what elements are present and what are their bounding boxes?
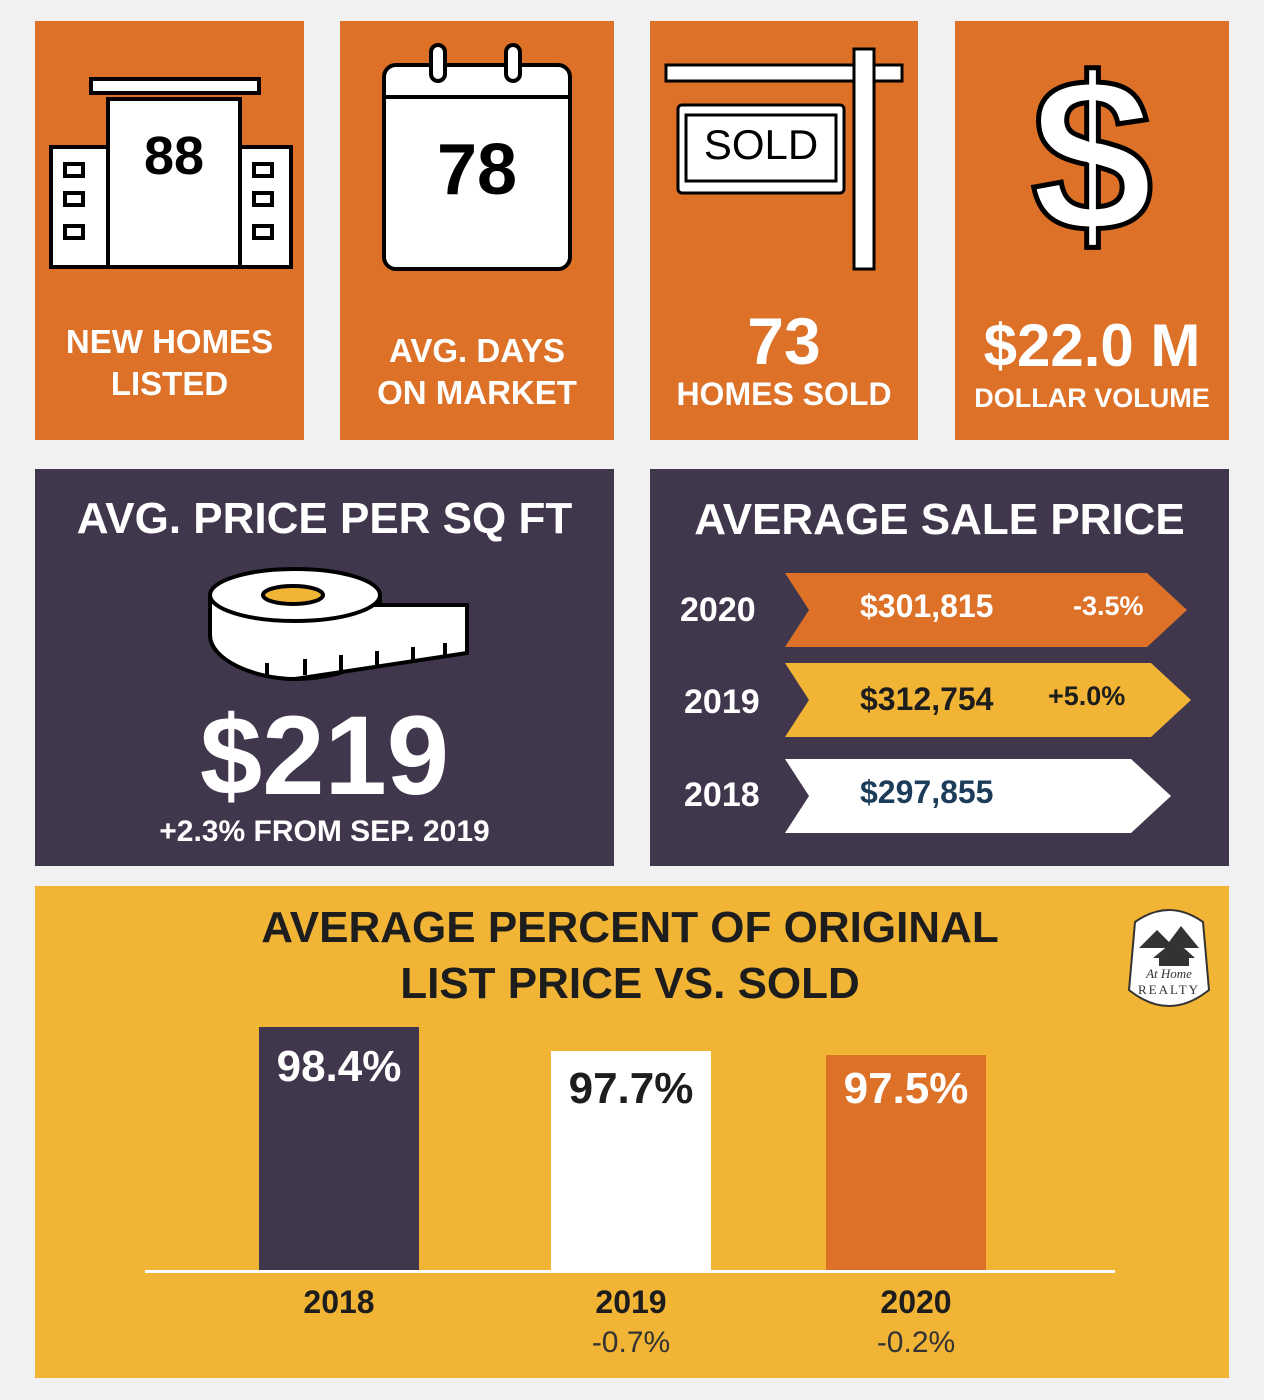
chart-value-label-2020: 97.5%	[843, 1064, 969, 1113]
sale-price-arrow-2020: $301,815 -3.5%	[785, 573, 1187, 647]
chart-category-2019: 2019	[595, 1284, 667, 1320]
logo-line2: REALTY	[1137, 982, 1201, 997]
avg-sale-price-title: AVERAGE SALE PRICE	[694, 495, 1185, 544]
year-label-2018: 2018	[684, 776, 760, 814]
chart-value-label-2019: 97.7%	[568, 1064, 694, 1113]
list-vs-sold-title: AVERAGE PERCENT OF ORIGINAL LIST PRICE V…	[261, 903, 999, 1008]
homes-sold-value: 73	[747, 304, 821, 378]
chart-value-label-2018: 98.4%	[276, 1042, 402, 1091]
chart-category-2018: 2018	[303, 1284, 375, 1320]
chart-bar-2018	[259, 1027, 419, 1271]
at-home-realty-logo: At Home REALTY	[1125, 904, 1213, 1016]
dollar-volume-tile: $ $22.0 M DOLLAR VOLUME	[955, 21, 1229, 440]
sold-sign-icon	[664, 47, 904, 271]
dollar-volume-value: $22.0 M	[983, 312, 1201, 379]
days-on-market-value: 78	[436, 130, 518, 210]
homes-sold-tile: SOLD 73 HOMES SOLD	[650, 21, 918, 440]
homes-sold-label: HOMES SOLD	[676, 376, 892, 412]
sale-price-2018: $297,855	[860, 774, 994, 810]
chart-bar-2019	[551, 1051, 711, 1271]
price-per-sqft-title: AVG. PRICE PER SQ FT	[76, 494, 573, 543]
sale-price-arrow-2018: $297,855	[785, 759, 1171, 833]
logo-line1: At Home	[1146, 966, 1192, 981]
new-homes-tile: 88 NEW HOMES LISTED	[35, 21, 304, 440]
tape-measure-icon	[208, 567, 469, 682]
price-per-sqft-panel: AVG. PRICE PER SQ FT $219 +2.3% FROM SEP…	[35, 469, 614, 866]
chart-change-2020: -0.2%	[876, 1326, 956, 1359]
year-label-2020: 2020	[680, 591, 756, 629]
list-vs-sold-panel: AVERAGE PERCENT OF ORIGINAL LIST PRICE V…	[35, 886, 1229, 1378]
chart-baseline	[145, 1270, 1115, 1273]
sale-price-arrow-2019: $312,754 +5.0%	[785, 663, 1191, 737]
chart-bar-2020	[826, 1055, 986, 1271]
price-per-sqft-value: $219	[199, 693, 450, 818]
sale-change-2019: +5.0%	[1048, 681, 1126, 711]
days-on-market-label: AVG. DAYS ON MARKET	[377, 332, 577, 411]
sale-price-2019: $312,754	[860, 681, 994, 717]
dollar-sign-icon: $	[1028, 32, 1155, 278]
year-label-2019: 2019	[684, 683, 760, 721]
new-homes-label: NEW HOMES LISTED	[65, 323, 274, 402]
apartment-building-icon	[49, 77, 293, 269]
dollar-volume-label: DOLLAR VOLUME	[974, 383, 1210, 413]
sold-sign-text: SOLD	[703, 121, 819, 168]
new-homes-value: 88	[143, 126, 205, 186]
sale-change-2020: -3.5%	[1073, 591, 1144, 621]
calendar-icon	[382, 43, 572, 271]
chart-category-2020: 2020	[880, 1284, 952, 1320]
sale-price-2020: $301,815	[860, 588, 994, 624]
chart-change-2019: -0.7%	[591, 1326, 671, 1359]
avg-sale-price-panel: AVERAGE SALE PRICE 2020 $301,815 -3.5% 2…	[650, 469, 1229, 866]
days-on-market-tile: 78 AVG. DAYS ON MARKET	[340, 21, 614, 440]
price-per-sqft-change: +2.3% FROM SEP. 2019	[159, 815, 490, 848]
